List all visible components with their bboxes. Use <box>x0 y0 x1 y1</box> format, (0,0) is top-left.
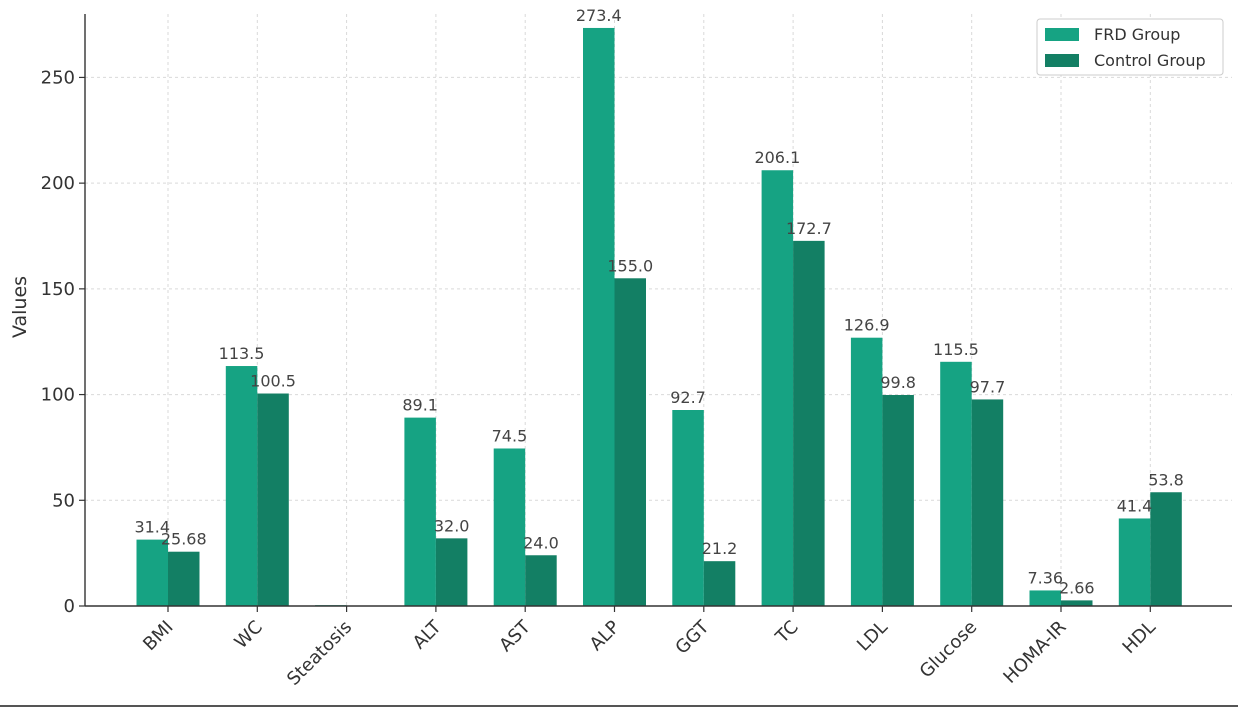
x-tick-label: WC <box>231 617 267 653</box>
value-label: 126.9 <box>844 316 890 335</box>
bar-frd-glucose <box>940 361 972 606</box>
value-label: 206.1 <box>754 148 800 167</box>
y-tick-label: 50 <box>52 490 75 511</box>
bar-frd-hdl <box>1118 518 1151 606</box>
value-label: 32.0 <box>434 516 470 535</box>
bar-control-homa-ir <box>1061 600 1093 606</box>
bar-frd-alt <box>404 417 436 606</box>
value-label: 7.36 <box>1027 568 1063 587</box>
y-tick-label: 250 <box>41 67 75 88</box>
value-label: 74.5 <box>492 426 528 445</box>
x-tick-label: TC <box>771 617 802 648</box>
bar-control-alp <box>614 278 646 606</box>
value-labels: 31.4 113.5 89.1 74.5 273.4 92.7 206.1 126.9 115.… <box>134 6 1183 597</box>
y-tick-label: 100 <box>41 385 75 406</box>
bar-frd-alp <box>583 27 615 607</box>
value-label: 100.5 <box>250 372 296 391</box>
bar-frd-homa-ir <box>1029 590 1061 606</box>
x-tick-label: Steatosis <box>283 617 356 690</box>
bar-control-wc <box>257 393 289 606</box>
legend: FRD Group Control Group <box>1036 18 1224 76</box>
value-label: 25.68 <box>161 530 207 549</box>
x-tick-label: HOMA-IR <box>999 617 1070 688</box>
value-label: 89.1 <box>402 396 438 415</box>
bar-frd-wc <box>225 366 258 606</box>
bar-control-tc <box>793 240 825 606</box>
x-tick-label: BMI <box>139 617 177 655</box>
value-label: 273.4 <box>576 6 622 25</box>
bar-control-ast <box>525 555 557 606</box>
y-axis-title: Values <box>9 276 31 338</box>
value-label: 155.0 <box>607 256 653 275</box>
x-tick-label: HDL <box>1119 617 1160 658</box>
y-tick-label: 200 <box>41 173 75 194</box>
bar-control-alt <box>435 538 468 606</box>
bar-control-bmi <box>168 551 200 606</box>
bar-control-ggt <box>703 561 736 606</box>
y-tick-label: 150 <box>41 279 75 300</box>
bar-frd-bmi <box>136 539 168 606</box>
legend-label: FRD Group <box>1094 25 1180 44</box>
value-label: 41.4 <box>1117 496 1153 515</box>
x-tick-label: ALT <box>409 616 446 653</box>
value-label: 172.7 <box>786 219 832 238</box>
x-tick-label: Glucose <box>916 617 982 683</box>
legend-swatch <box>1045 54 1079 67</box>
bars <box>136 27 1182 607</box>
bar-control-glucose <box>971 399 1004 606</box>
value-label: 24.0 <box>523 533 559 552</box>
bar-control-ldl <box>882 394 914 606</box>
value-label: 53.8 <box>1148 470 1184 489</box>
x-tick-label: LDL <box>853 617 892 656</box>
value-label: 115.5 <box>933 340 979 359</box>
value-label: 21.2 <box>702 539 738 558</box>
bar-control-hdl <box>1150 492 1182 606</box>
x-tick-label: GGT <box>671 616 714 659</box>
value-label: 113.5 <box>219 344 265 363</box>
legend-swatch <box>1045 28 1079 41</box>
value-label: 92.7 <box>670 388 706 407</box>
legend-box <box>1036 18 1224 76</box>
value-label: 97.7 <box>970 377 1006 396</box>
bar-frd-ldl <box>850 337 883 606</box>
x-tick-label: ALP <box>586 617 624 655</box>
bar-frd-ast <box>493 448 526 606</box>
x-tick-label: AST <box>495 616 535 656</box>
legend-label: Control Group <box>1094 51 1206 70</box>
bar-frd-ggt <box>672 410 704 606</box>
bar-frd-tc <box>761 170 794 606</box>
value-label: 99.8 <box>880 373 916 392</box>
y-tick-label: 0 <box>64 596 75 617</box>
value-label: 31.4 <box>134 518 170 537</box>
value-label: 2.66 <box>1059 578 1095 597</box>
